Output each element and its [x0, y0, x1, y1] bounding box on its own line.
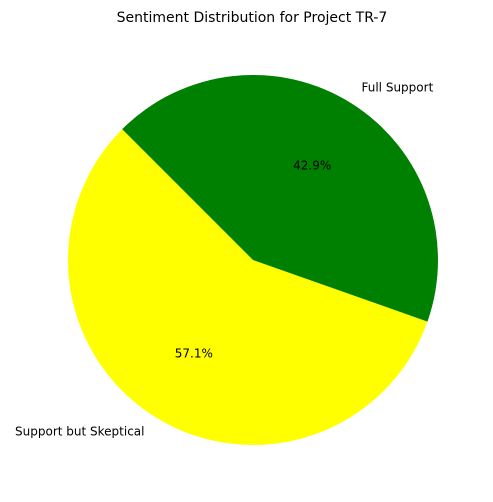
pct-label-full-support: 42.9%	[293, 159, 331, 173]
pct-label-support-but-skeptical: 57.1%	[175, 346, 213, 360]
pie-labels: 57.1% Support but Skeptical 42.9% Full Supp…	[15, 80, 434, 438]
slice-label-full-support: Full Support	[362, 80, 434, 94]
pie-slice-full-support	[122, 75, 438, 322]
pie-slices	[67, 75, 438, 445]
chart-title: Sentiment Distribution for Project TR-7	[117, 10, 388, 26]
slice-label-support-but-skeptical: Support but Skeptical	[15, 425, 144, 439]
pie-slice-support-but-skeptical	[67, 129, 428, 445]
